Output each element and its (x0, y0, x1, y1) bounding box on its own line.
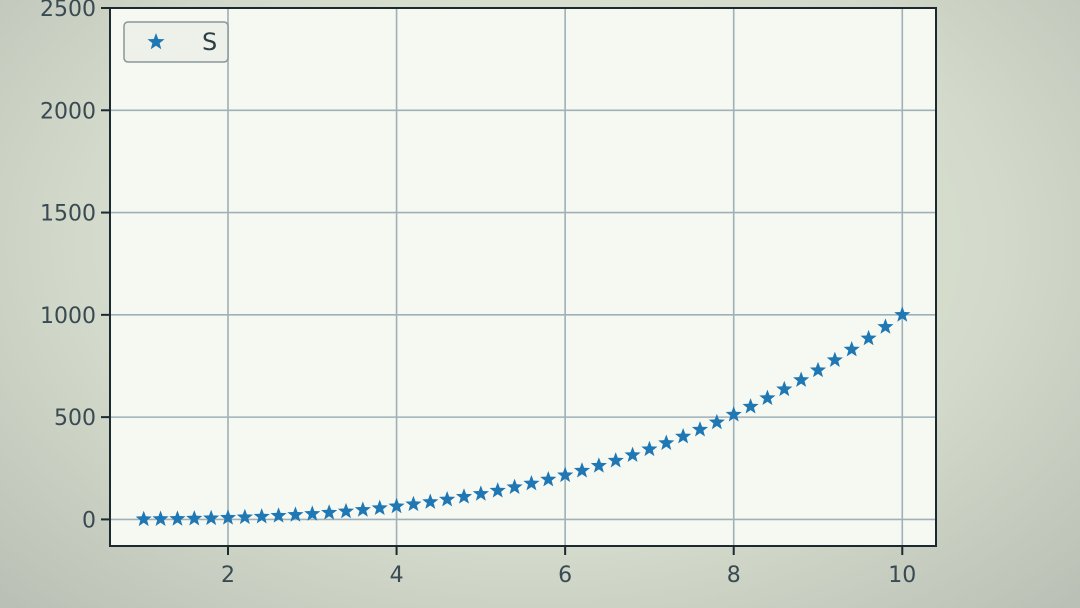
plot-area (110, 8, 936, 546)
data-point (371, 499, 388, 516)
legend-star-marker (147, 33, 165, 50)
data-point (590, 457, 607, 473)
x-tick-label: 4 (390, 563, 404, 588)
data-point (860, 329, 877, 346)
data-point (658, 434, 675, 450)
data-point (641, 440, 658, 457)
data-point (843, 341, 860, 357)
x-tick-label: 2 (221, 563, 235, 588)
legend-marker-star (147, 33, 165, 50)
data-point (135, 510, 152, 527)
data-point (523, 474, 540, 491)
data-point (169, 510, 186, 526)
data-point (708, 413, 725, 430)
plot-frame (109, 7, 937, 547)
data-point (557, 466, 574, 483)
data-point (287, 506, 304, 522)
data-point (607, 452, 624, 468)
data-point (455, 488, 473, 504)
y-tick-label: 2000 (40, 99, 96, 124)
data-point (439, 491, 456, 507)
legend-label: S (202, 28, 217, 56)
data-point (691, 421, 709, 437)
data-point (793, 371, 810, 387)
data-point (573, 462, 591, 478)
x-tick-label: 6 (558, 563, 572, 588)
data-point (809, 361, 827, 378)
x-tick-label: 10 (888, 563, 916, 588)
data-point (388, 497, 405, 514)
data-point (506, 478, 523, 495)
data-point (236, 508, 253, 525)
x-tick-label: 8 (727, 563, 741, 588)
data-point (725, 406, 742, 422)
y-tick-label: 1000 (40, 304, 96, 329)
data-point (253, 508, 270, 524)
data-point (186, 510, 203, 526)
data-point (624, 446, 641, 462)
y-tick-label: 2500 (40, 0, 96, 22)
data-point (742, 398, 759, 414)
data-points (135, 306, 911, 527)
data-point (776, 380, 793, 397)
data-point (354, 501, 371, 517)
data-point (304, 505, 321, 521)
y-tick-label: 0 (82, 508, 96, 533)
data-point (759, 389, 776, 406)
data-point (203, 509, 220, 526)
legend: S (123, 21, 229, 63)
axes: 2 4 6 8 10 0 500 1000 1500 2000 2500 (40, 0, 916, 588)
data-point (489, 482, 506, 498)
data-point (219, 509, 237, 525)
data-point (270, 507, 287, 523)
data-point (540, 471, 557, 487)
data-point (472, 485, 489, 501)
legend-box (123, 21, 229, 63)
data-point (152, 510, 169, 526)
y-tick-label: 1500 (40, 202, 96, 227)
data-point (337, 502, 355, 519)
data-point (877, 318, 894, 334)
data-point (894, 306, 911, 322)
data-point (675, 428, 692, 444)
data-point (405, 495, 422, 512)
data-point (321, 504, 338, 520)
data-point (422, 493, 439, 509)
y-tick-label: 500 (54, 406, 96, 431)
data-point (826, 351, 843, 367)
